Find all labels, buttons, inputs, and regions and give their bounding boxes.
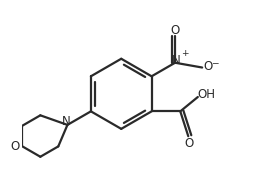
Text: O: O bbox=[203, 60, 213, 73]
Text: O: O bbox=[11, 140, 20, 153]
Text: O: O bbox=[170, 24, 180, 37]
Text: −: − bbox=[211, 58, 218, 67]
Text: N: N bbox=[61, 115, 70, 128]
Text: O: O bbox=[184, 137, 193, 150]
Text: +: + bbox=[181, 49, 189, 58]
Text: OH: OH bbox=[198, 88, 216, 101]
Text: N: N bbox=[172, 54, 181, 67]
